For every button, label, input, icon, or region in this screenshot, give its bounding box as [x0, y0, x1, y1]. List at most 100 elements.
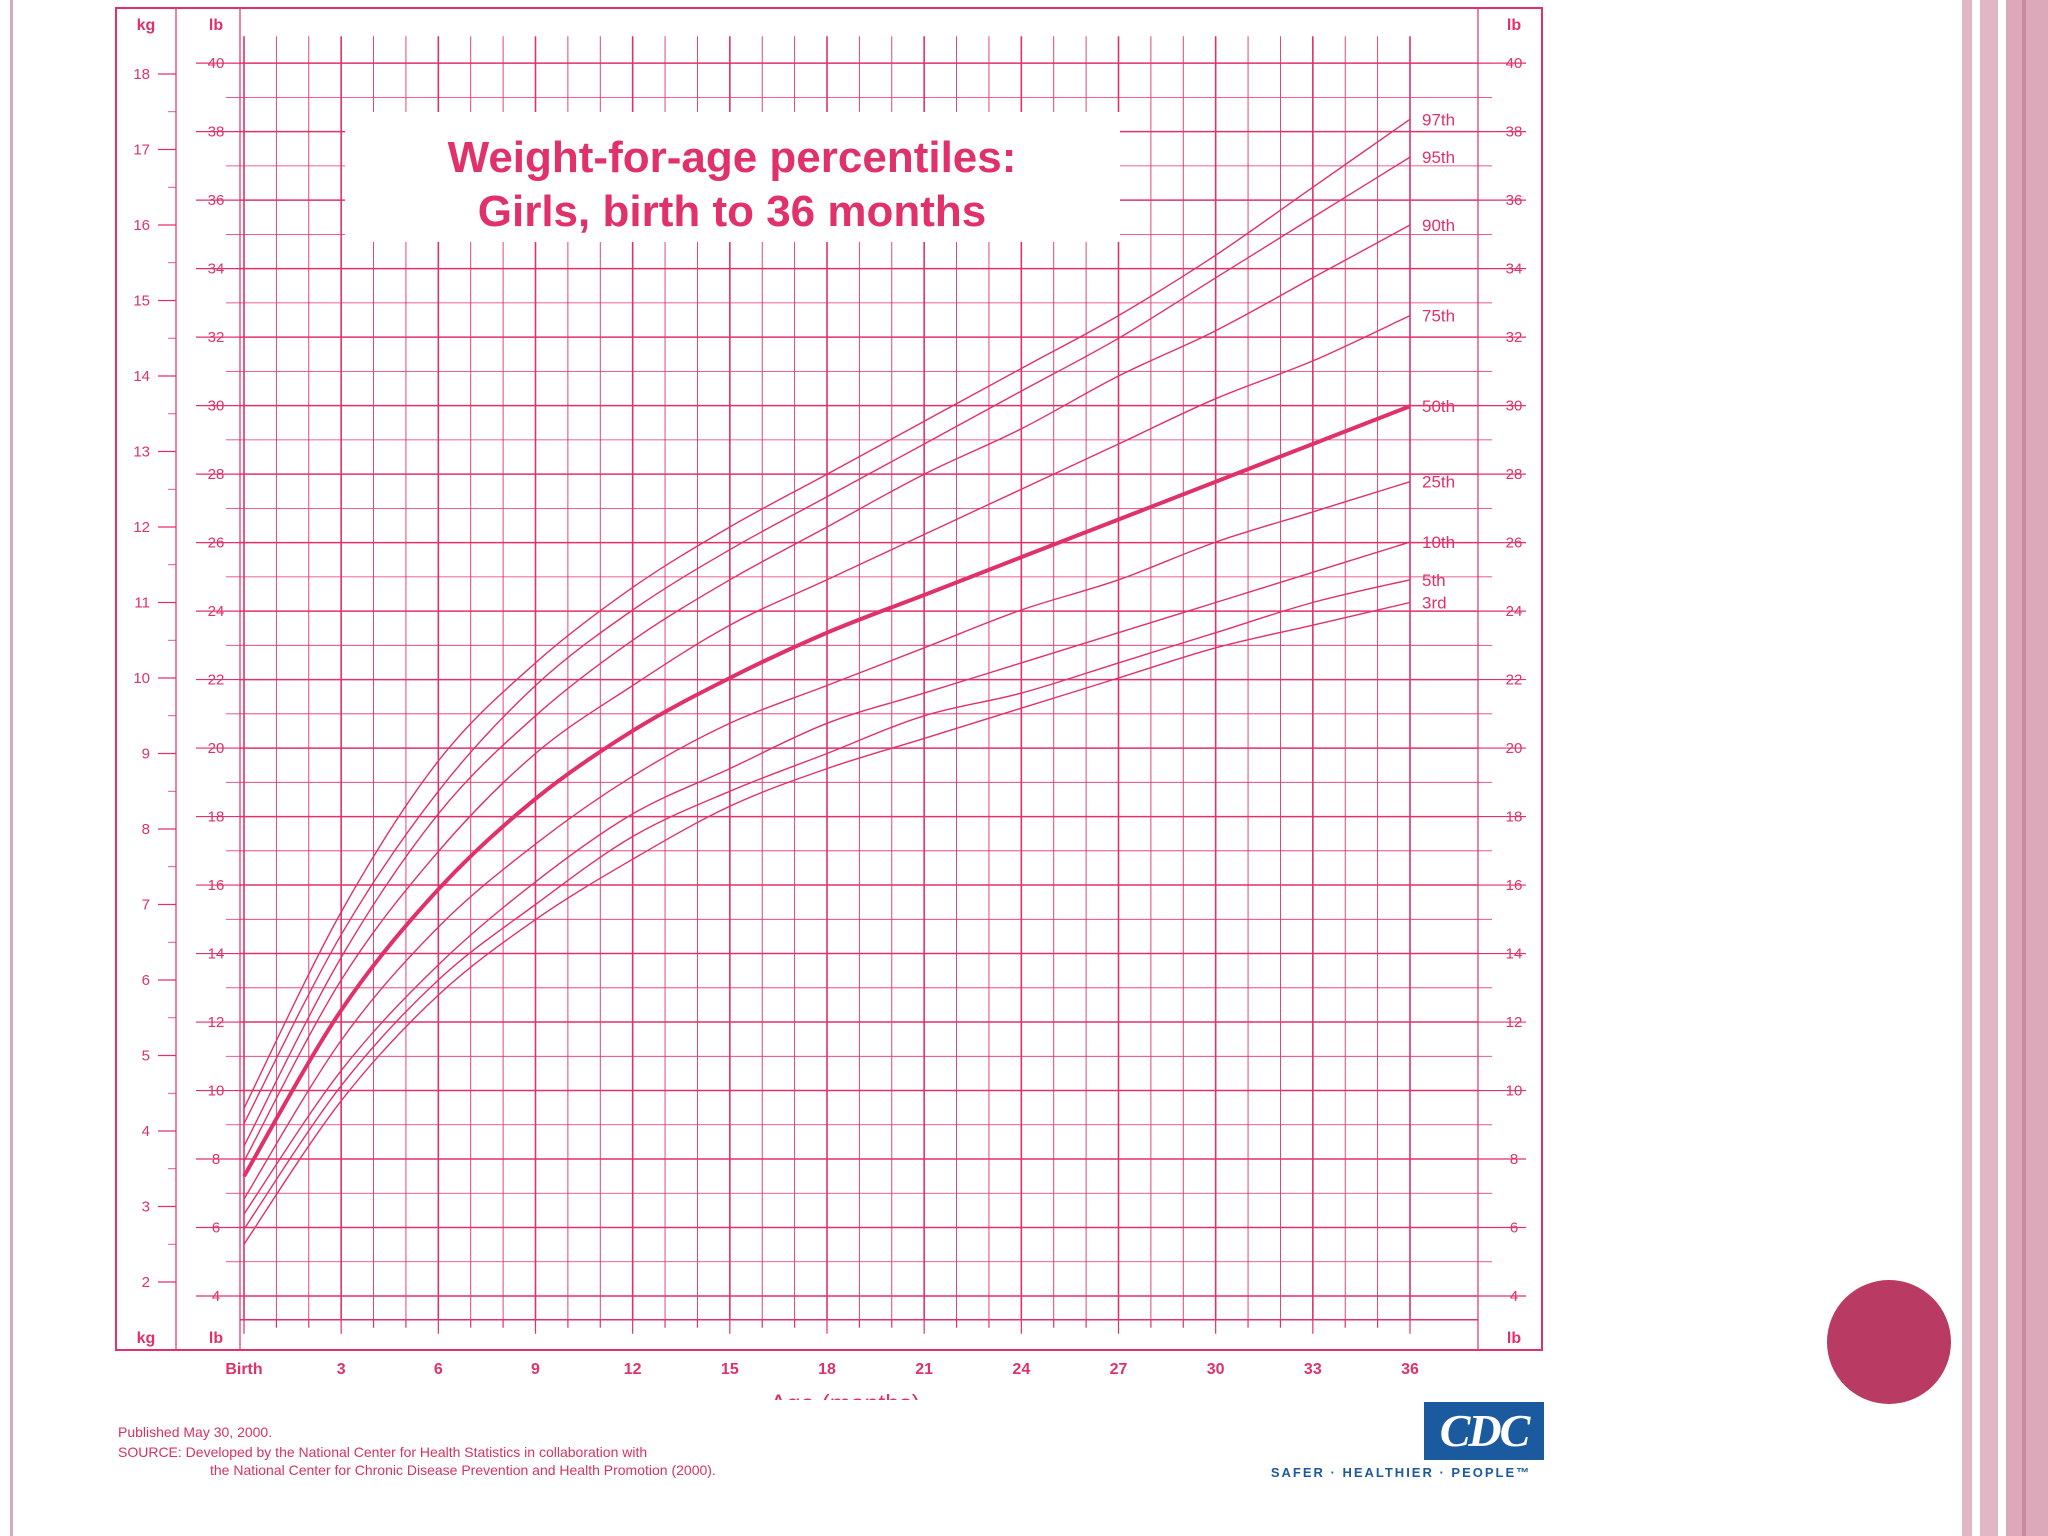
kg-tick-label: 6	[142, 972, 150, 989]
kg-tick-label: 16	[133, 217, 150, 234]
kg-tick-label: 8	[142, 821, 150, 838]
percentile-curve-3rd	[243, 601, 1411, 1245]
chart-frame	[115, 7, 1543, 1351]
slide-frame-right	[2022, 0, 2026, 1536]
lb-tick-label-right: 12	[1506, 1014, 1523, 1031]
lb-tick-label-left: 40	[208, 55, 225, 72]
lb-tick-label-right: 34	[1506, 261, 1523, 278]
x-tick-label: 33	[1304, 1361, 1322, 1378]
lb-tick-label-right: 16	[1506, 877, 1523, 894]
lb-tick-label-left: 4	[212, 1288, 220, 1305]
kg-tick-label: 4	[142, 1123, 150, 1140]
lb-tick-label-left: 26	[208, 535, 225, 552]
left-unit-kg-top: kg	[137, 17, 156, 34]
lb-tick-label-left: 14	[208, 946, 225, 963]
percentile-curve-25th	[243, 481, 1411, 1200]
left-unit-lb-bottom: lb	[209, 1330, 223, 1347]
x-tick-label: 30	[1207, 1361, 1225, 1378]
kg-tick-label: 9	[142, 746, 150, 763]
percentile-label-75th: 75th	[1422, 307, 1455, 326]
x-axis-label: Age (months)	[770, 1390, 920, 1400]
lb-tick-label-left: 16	[208, 877, 225, 894]
lb-tick-label-left: 18	[208, 809, 225, 826]
lb-tick-label-left: 22	[208, 672, 225, 689]
lb-tick-label-right: 32	[1506, 329, 1523, 346]
kg-tick-label: 5	[142, 1048, 150, 1065]
lb-tick-label-right: 4	[1510, 1288, 1518, 1305]
x-tick-label: 3	[337, 1361, 346, 1378]
x-tick-label: 12	[624, 1361, 642, 1378]
lb-tick-label-right: 24	[1506, 603, 1523, 620]
lb-tick-label-right: 26	[1506, 535, 1523, 552]
chart-grid	[115, 7, 1543, 1351]
x-tick-label: 6	[434, 1361, 443, 1378]
slide-frame-left	[10, 0, 13, 1536]
kg-tick-label: 14	[133, 368, 150, 385]
kg-tick-label: 15	[133, 293, 150, 310]
lb-tick-label-right: 38	[1506, 124, 1523, 141]
lb-tick-label-left: 28	[208, 466, 225, 483]
percentile-curve-97th	[243, 118, 1411, 1109]
lb-tick-label-left: 10	[208, 1083, 225, 1100]
kg-tick-label: 7	[142, 897, 150, 914]
x-tick-label: 18	[818, 1361, 836, 1378]
lb-tick-label-left: 6	[212, 1220, 220, 1237]
percentile-label-95th: 95th	[1422, 148, 1455, 167]
kg-tick-label: 12	[133, 519, 150, 536]
cdc-logo: CDC	[1424, 1402, 1544, 1460]
lb-tick-label-right: 36	[1506, 192, 1523, 209]
slide-frame-right	[2006, 0, 2048, 1536]
x-tick-label: 9	[531, 1361, 540, 1378]
lb-tick-label-right: 40	[1506, 55, 1523, 72]
x-tick-label: 27	[1110, 1361, 1128, 1378]
lb-tick-label-right: 20	[1506, 740, 1523, 757]
lb-tick-label-left: 38	[208, 124, 225, 141]
percentile-curves: 97th 95th 90th 75th 50th 25th 10th 5th 3rd	[242, 110, 1455, 1245]
percentile-curve-5th	[243, 579, 1411, 1230]
percentile-curve-75th	[243, 314, 1411, 1162]
percentile-label-25th: 25th	[1422, 473, 1455, 492]
chart-subtitle: Girls, birth to 36 months	[478, 187, 987, 236]
x-tick-label: 21	[915, 1361, 933, 1378]
lb-tick-label-right: 14	[1506, 946, 1523, 963]
chart-title: Weight-for-age percentiles:	[448, 133, 1017, 182]
lb-tick-label-right: 30	[1506, 398, 1523, 415]
kg-tick-label: 13	[133, 444, 150, 461]
lb-tick-label-right: 28	[1506, 466, 1523, 483]
percentile-curve-90th	[243, 224, 1411, 1147]
title-box	[345, 112, 1120, 242]
percentile-label-10th: 10th	[1422, 533, 1455, 552]
percentile-label-90th: 90th	[1422, 216, 1455, 235]
kg-tick-label: 11	[134, 595, 150, 612]
right-unit-lb-top: lb	[1507, 17, 1521, 34]
source-line-1: SOURCE: Developed by the National Center…	[118, 1444, 648, 1460]
percentile-label-5th: 5th	[1422, 571, 1446, 590]
published-note: Published May 30, 2000.	[118, 1424, 273, 1440]
lb-tick-label-right: 8	[1510, 1151, 1518, 1168]
percentile-label-50th: 50th	[1422, 397, 1455, 416]
kg-tick-label: 17	[133, 142, 150, 159]
lb-tick-label-left: 12	[208, 1014, 225, 1031]
lb-tick-label-right: 18	[1506, 809, 1523, 826]
left-unit-lb-top: lb	[209, 17, 223, 34]
slide-frame-right	[1962, 0, 1972, 1536]
lb-tick-label-left: 8	[212, 1151, 220, 1168]
kg-tick-label: 10	[133, 670, 150, 687]
left-unit-kg-bottom: kg	[137, 1330, 156, 1347]
lb-tick-label-left: 34	[208, 261, 225, 278]
percentile-label-97th: 97th	[1422, 110, 1455, 129]
percentile-curve-95th	[243, 156, 1411, 1124]
lb-tick-label-right: 10	[1506, 1083, 1523, 1100]
slide-frame-right	[1980, 0, 1998, 1536]
x-tick-label: 36	[1401, 1361, 1419, 1378]
right-unit-lb-bottom: lb	[1507, 1330, 1521, 1347]
kg-tick-label: 3	[142, 1199, 150, 1216]
percentile-label-3rd: 3rd	[1422, 594, 1447, 613]
kg-tick-label: 18	[133, 66, 150, 83]
source-line-2: the National Center for Chronic Disease …	[210, 1462, 716, 1478]
x-tick-label: 24	[1012, 1361, 1030, 1378]
slide-bullet-circle	[1827, 1280, 1951, 1404]
x-tick-label: 15	[721, 1361, 739, 1378]
